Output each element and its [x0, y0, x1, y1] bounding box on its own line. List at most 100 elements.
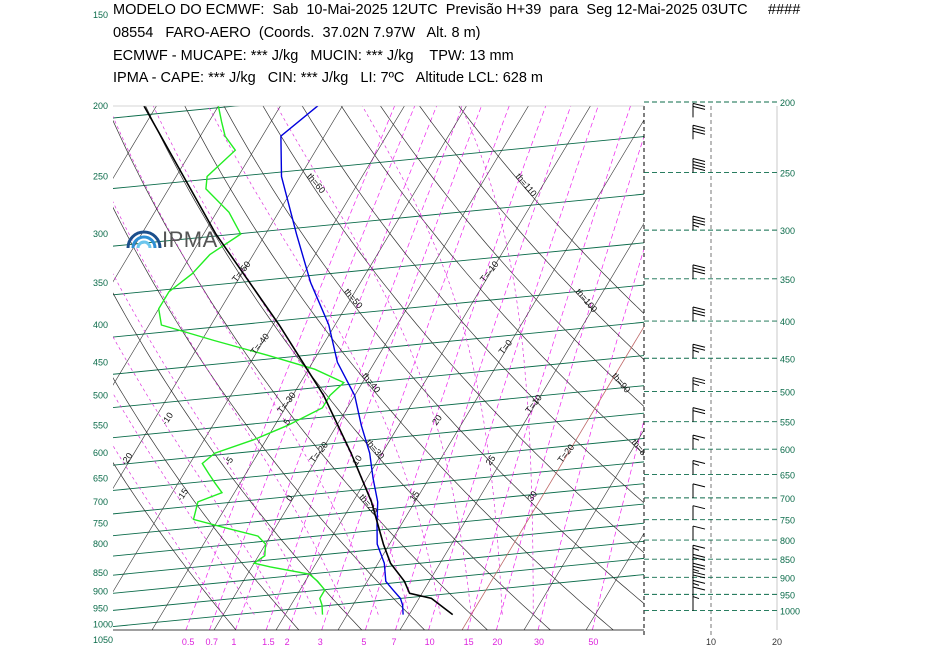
wind-barb-flag — [692, 306, 706, 311]
pressure-label-right: 1000 — [780, 607, 800, 617]
mixing-ratio-line — [185, 106, 395, 630]
wind-barb-flag — [692, 124, 706, 129]
pressure-label-left: 950 — [93, 603, 108, 613]
dry-adiabat-line — [458, 106, 644, 315]
pressure-label-right: 600 — [780, 445, 795, 455]
isotherm-label: T=-10 — [478, 259, 501, 284]
moist-adiabat-line — [361, 106, 503, 615]
wind-barb-flag — [692, 586, 706, 591]
pressure-label-left: 600 — [93, 448, 108, 458]
dry-adiabat-line — [301, 106, 644, 504]
wind-barb-flag — [692, 343, 706, 348]
wind-barb-flag — [692, 167, 706, 171]
wind-barb-flag — [692, 130, 706, 135]
wind-barb-half — [692, 462, 700, 466]
header-hash: #### — [768, 2, 801, 18]
isobar-line — [113, 355, 644, 408]
wind-barb-flag — [692, 346, 706, 351]
pressure-label-left: 900 — [93, 586, 108, 596]
dry-adiabat-line — [419, 106, 644, 361]
mixing-ratio-line — [209, 106, 416, 630]
wind-barb-half — [692, 437, 700, 441]
wind-barb-flag — [692, 270, 706, 275]
dry-adiabat-line — [113, 119, 488, 630]
ipma-logo: IPMA — [126, 227, 218, 253]
isotherm-line — [337, 119, 644, 630]
wind-barb-flag — [692, 102, 706, 107]
moist-adiabat-label: -10 — [160, 410, 176, 426]
pressure-label-right: 850 — [780, 555, 795, 565]
dry-adiabat-line — [113, 206, 425, 630]
isobar-line — [113, 385, 644, 439]
wind-barb-half — [692, 547, 700, 551]
mixing-ratio-line — [467, 106, 631, 630]
mixing-ratio-label: 0.7 — [205, 637, 218, 647]
moist-adiabat-label: 25 — [484, 453, 498, 467]
dry-adiabat-line — [380, 106, 644, 407]
isobar-line — [113, 438, 644, 491]
wind-barb-flag — [692, 312, 706, 317]
pressure-label-left: 500 — [93, 391, 108, 401]
header-title-line: MODELO DO ECMWF: Sab 10-Mai-2025 12UTC P… — [113, 2, 748, 18]
mixing-ratio-label: 7 — [391, 637, 396, 647]
isobar-line — [113, 557, 644, 611]
dry-adiabat-line — [340, 106, 644, 455]
moist-adiabat-label: 30 — [525, 489, 539, 503]
wind-barb-flag — [692, 571, 706, 576]
pressure-label-left: 350 — [93, 278, 108, 288]
ipma-rainbow-icon — [126, 230, 162, 249]
wind-barb-flag — [692, 161, 706, 165]
wind-axis-label: 20 — [772, 637, 782, 647]
parcel-ascent-line — [143, 106, 454, 616]
dewpoint-profile — [157, 106, 346, 615]
isotherm-line — [461, 326, 644, 630]
pressure-label-left: 200 — [93, 101, 108, 111]
isotherm-line — [585, 532, 644, 630]
pressure-label-right: 950 — [780, 590, 795, 600]
wind-barb-half — [692, 224, 700, 228]
pressure-label-right: 700 — [780, 494, 795, 504]
moist-adiabat-label: 5 — [281, 417, 292, 427]
wind-barb-flag — [692, 574, 706, 579]
mixing-ratio-label: 20 — [492, 637, 502, 647]
moist-adiabat-line — [113, 201, 348, 615]
station-info: 08554 FARO-AERO (Coords. 37.02N 7.97W Al… — [113, 25, 481, 41]
pressure-label-left: 1050 — [93, 635, 113, 645]
pressure-label-left: 400 — [93, 320, 108, 330]
wind-barb-half — [692, 582, 700, 586]
moist-adiabat-line — [113, 273, 317, 615]
pressure-label-right: 300 — [780, 226, 795, 236]
pressure-label-right: 400 — [780, 317, 795, 327]
mixing-ratio-line — [321, 106, 510, 630]
pressure-label-left: 450 — [93, 357, 108, 367]
wind-barb-flag — [692, 127, 706, 132]
pressure-label-right: 250 — [780, 169, 795, 179]
dry-adiabat-line — [223, 106, 644, 605]
isotherm-line — [113, 106, 157, 179]
isotherm-label: T=-20 — [308, 440, 331, 465]
pressure-label-right: 450 — [780, 354, 795, 364]
pressure-label-right: 350 — [780, 275, 795, 285]
ipma-logo-text: IPMA — [162, 227, 218, 252]
wind-barb-flag — [692, 556, 706, 561]
reference-line — [461, 326, 644, 630]
dry-adiabat-line — [262, 106, 644, 554]
mixing-ratio-label: 10 — [425, 637, 435, 647]
isotherm-line — [151, 106, 467, 630]
moist-adiabat-line — [207, 106, 441, 615]
isotherm-line — [399, 222, 644, 630]
ecmwf-indices: ECMWF - MUCAPE: *** J/kg MUCIN: *** J/kg… — [113, 48, 514, 64]
wind-barb-flag — [692, 544, 706, 549]
mixing-ratio-line — [265, 106, 463, 630]
mixing-ratio-label: 15 — [464, 637, 474, 647]
pressure-label-left: 700 — [93, 497, 108, 507]
moist-adiabat-line — [460, 106, 534, 615]
wind-barb-half — [692, 596, 700, 600]
dry-adiabat-label: th=30 — [364, 437, 386, 461]
pressure-label-left: 650 — [93, 473, 108, 483]
isotherm-line — [275, 106, 591, 630]
wind-barb-flag — [692, 579, 706, 584]
pressure-label-right: 200 — [780, 98, 795, 108]
pressure-label-right: 900 — [780, 573, 795, 583]
